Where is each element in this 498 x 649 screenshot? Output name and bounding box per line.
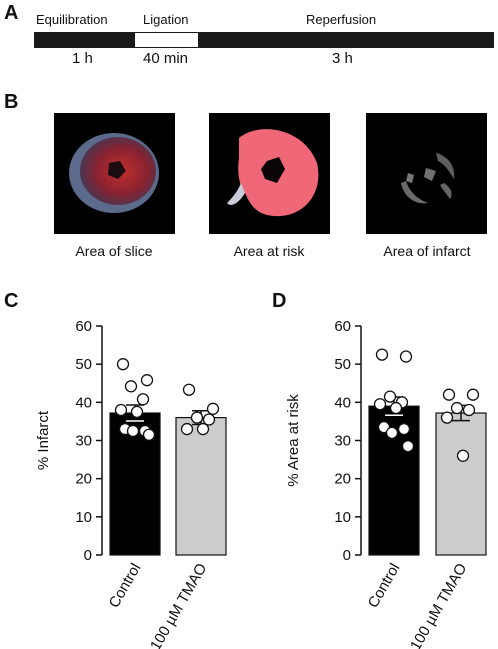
duration-ligation: 40 min xyxy=(143,50,189,67)
panel-letter-d: D xyxy=(272,290,287,312)
data-point xyxy=(206,402,220,415)
y-tick-label: 0 xyxy=(343,547,351,564)
area-of-infarct-image xyxy=(366,113,487,234)
data-point xyxy=(456,449,470,462)
area-at-risk-bar-chart: 0 10 20 30 40 50 60 % Area at risk Control 100 µM… xyxy=(285,318,487,649)
data-point xyxy=(466,388,480,401)
infarct-bar-chart: 0 10 20 30 40 50 60 % Infarct Control 100 µM TMAO xyxy=(35,318,227,649)
y-tick-label: 30 xyxy=(334,433,351,450)
y-axis-label: % Area at risk xyxy=(285,394,302,487)
data-point xyxy=(196,422,210,436)
data-point xyxy=(136,393,150,406)
y-tick-label: 60 xyxy=(334,318,351,335)
area-at-risk-image xyxy=(209,113,330,234)
y-axis-label: % Infarct xyxy=(35,410,52,470)
data-point xyxy=(114,403,128,417)
y-tick-label: 20 xyxy=(334,471,351,488)
caption-area-of-slice: Area of slice xyxy=(75,243,153,259)
ligation-segment xyxy=(134,32,199,48)
panel-letter-c: C xyxy=(4,290,19,312)
y-tick-label: 30 xyxy=(75,433,92,450)
data-point xyxy=(462,403,476,417)
y-tick-label: 0 xyxy=(84,547,92,564)
data-point xyxy=(375,348,389,361)
x-tick-label: 100 µM TMAO xyxy=(407,561,471,649)
phase-label-ligation: Ligation xyxy=(143,12,189,27)
data-point xyxy=(450,401,464,415)
data-point xyxy=(190,411,204,424)
data-point xyxy=(124,380,138,393)
data-point xyxy=(373,398,387,411)
data-point xyxy=(401,440,415,453)
data-point xyxy=(399,350,413,363)
data-point xyxy=(383,390,397,403)
y-tick-label: 50 xyxy=(75,356,92,373)
data-point xyxy=(182,383,196,396)
y-tick-label: 60 xyxy=(75,318,92,335)
data-point xyxy=(142,428,156,441)
y-tick-label: 40 xyxy=(75,394,92,411)
data-point xyxy=(202,413,216,426)
bar-tmao xyxy=(175,416,227,556)
data-point xyxy=(442,388,456,401)
x-tick-label: Control xyxy=(365,561,404,611)
data-point xyxy=(397,422,411,436)
x-tick-label: Control xyxy=(106,561,145,611)
y-tick-label: 20 xyxy=(75,471,92,488)
data-point xyxy=(440,411,454,424)
data-point xyxy=(116,358,130,371)
data-point xyxy=(126,424,140,438)
data-point xyxy=(140,374,154,387)
x-tick-label: 100 µM TMAO xyxy=(147,561,211,649)
reperfusion-segment xyxy=(198,32,494,48)
data-point xyxy=(385,426,399,440)
data-point xyxy=(180,422,194,436)
panel-letter-a: A xyxy=(4,2,19,24)
phase-label-equilibration: Equilibration xyxy=(36,12,108,27)
y-tick-label: 10 xyxy=(334,509,351,526)
data-point xyxy=(389,401,403,415)
data-point xyxy=(130,405,144,419)
duration-equilibration: 1 h xyxy=(72,50,93,67)
caption-area-at-risk: Area at risk xyxy=(233,243,305,259)
y-tick-label: 50 xyxy=(334,356,351,373)
equilibration-segment xyxy=(34,32,135,48)
duration-reperfusion: 3 h xyxy=(332,50,353,67)
caption-area-of-infarct: Area of infarct xyxy=(383,243,471,259)
y-tick-label: 40 xyxy=(334,394,351,411)
bar-tmao xyxy=(435,412,487,556)
phase-label-reperfusion: Reperfusion xyxy=(306,12,377,27)
panel-letter-b: B xyxy=(4,91,19,113)
y-tick-label: 10 xyxy=(75,509,92,526)
heart-slice-image xyxy=(54,113,175,234)
